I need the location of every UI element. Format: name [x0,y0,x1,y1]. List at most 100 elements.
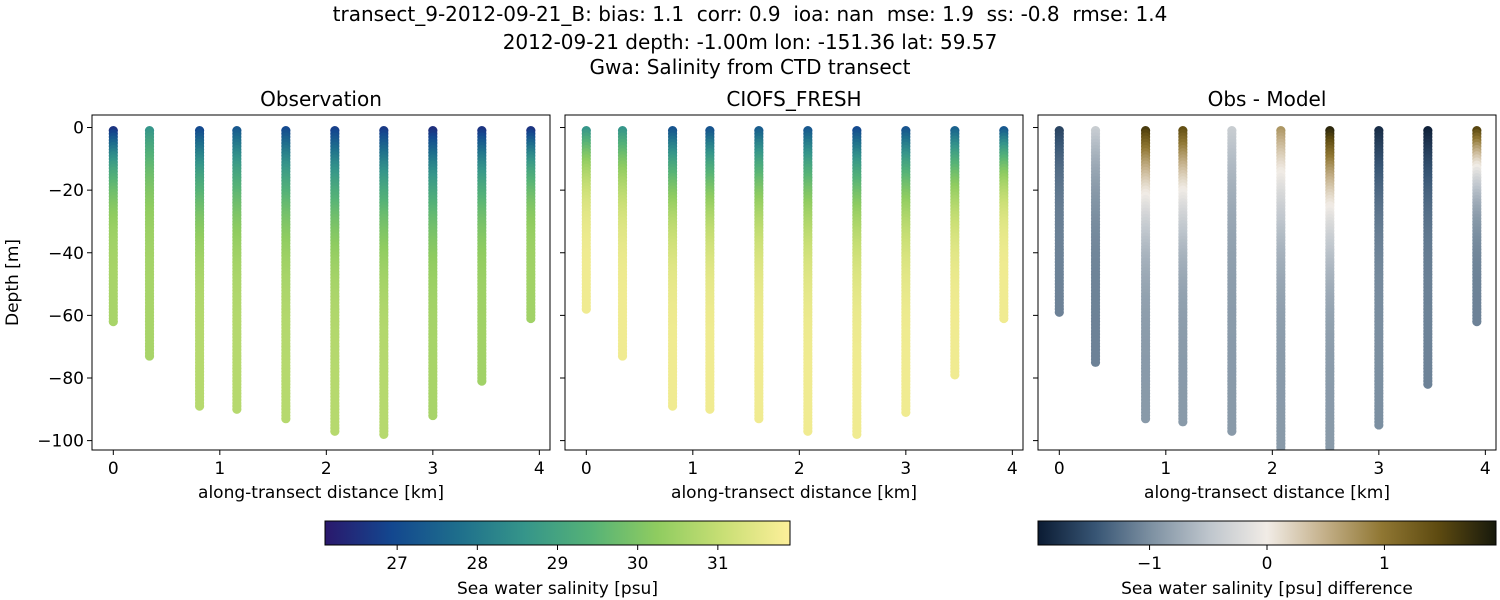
data-point [754,414,764,424]
station-9 [526,126,536,324]
station-5 [803,126,813,436]
y-tick-label: −20 [48,181,84,201]
station-2 [667,126,678,411]
x-tick-label: 3 [900,459,911,479]
station-1 [144,126,155,361]
colorbar-tick-label: 30 [627,554,649,574]
data-point [1276,445,1286,450]
station-3 [705,126,715,414]
data-point [330,426,340,436]
data-point [477,376,487,386]
y-tick-label: 0 [73,119,84,139]
y-tick-label: −100 [37,432,84,452]
panel-title: Obs - Model [1208,87,1327,111]
colorbar-tick-label: −1 [1137,554,1162,574]
colorbar-tick-label: 0 [1262,554,1273,574]
title-location-line: 2012-09-21 depth: -1.00m lon: -151.36 la… [502,30,998,54]
colorbar-1: −1 0 1 Sea water salinity [psu] difference [1037,520,1497,599]
station-3 [232,126,242,414]
station-1 [1090,126,1101,367]
x-tick-label: 2 [1267,459,1278,479]
x-tick-label: 4 [534,459,545,479]
colorbar-tick-label: 1 [1379,554,1390,574]
x-tick-label: 1 [687,459,698,479]
data-point [617,351,628,361]
data-point [526,313,536,324]
data-point [901,407,911,418]
station-2 [1140,126,1151,424]
station-9 [999,126,1009,324]
data-point [1140,414,1151,424]
y-tick-label: −80 [48,369,84,389]
data-point [108,317,118,327]
title-metrics-line: transect_9-2012-09-21_B: bias: 1.1 corr:… [332,2,1168,26]
station-6 [852,126,862,439]
data-point [1423,379,1433,389]
station-8 [950,126,960,380]
data-point [144,351,155,361]
x-tick-label: 1 [1160,459,1171,479]
x-tick-label: 0 [1054,459,1065,479]
title-dataset-line: Gwa: Salinity from CTD transect [589,55,911,79]
panel-title: CIOFS_FRESH [726,87,861,111]
colorbar-label: Sea water salinity [psu] difference [1121,579,1413,599]
station-8 [1423,126,1433,389]
colorbar-tick-label: 27 [386,554,408,574]
data-point [950,370,960,380]
station-7 [1374,126,1384,430]
panel-0: 0 1 2 3 4 0 −20 −40 −60 −80 −100 Observation along-t… [3,87,551,503]
station-6 [1325,126,1335,450]
colorbar-0: 27 28 29 30 31 Sea water salinity [psu] [324,520,791,599]
colorbar-gradient [324,520,791,546]
station-3 [1178,126,1188,427]
station-5 [330,126,340,436]
data-point [1054,307,1064,317]
data-point [232,404,242,414]
data-points [108,126,536,439]
y-tick-label: −40 [48,244,84,264]
station-7 [901,126,911,418]
panel-1: 0 1 2 3 4 CIOFS_FRESH along-transect distance … [560,87,1024,503]
data-point [803,426,813,436]
data-point [705,404,715,414]
panel-title: Observation [260,87,382,111]
colorbar-gradient [1037,520,1497,546]
data-point [1227,426,1237,436]
station-0 [1054,126,1064,317]
colorbar-tick-label: 31 [707,554,729,574]
y-axis-label: Depth [m] [3,239,23,326]
data-point [667,401,678,411]
data-point [1090,357,1101,367]
axes-frame [91,114,551,451]
x-axis-label: along-transect distance [km] [1144,483,1390,503]
data-point [379,429,389,439]
x-tick-label: 1 [214,459,225,479]
colorbar-tick-label: 29 [547,554,569,574]
x-tick-label: 4 [1007,459,1018,479]
data-points [581,126,1009,439]
x-tick-label: 0 [108,459,119,479]
x-tick-label: 2 [321,459,332,479]
station-5 [1276,126,1286,450]
x-axis-label: along-transect distance [km] [671,483,917,503]
colorbar-tick-label: 28 [467,554,489,574]
station-0 [581,126,591,314]
data-point [1178,417,1188,427]
x-axis-label: along-transect distance [km] [198,483,444,503]
data-point [1325,445,1335,450]
data-points [1054,126,1482,450]
station-4 [281,126,291,424]
data-point [581,304,591,314]
data-point [194,401,205,411]
x-tick-label: 2 [794,459,805,479]
station-0 [108,126,118,327]
axes-frame [1037,114,1497,451]
data-point [1472,317,1482,327]
colorbar-label: Sea water salinity [psu] [457,579,658,599]
axes-frame [564,114,1024,451]
station-7 [428,126,438,421]
y-tick-label: −60 [48,306,84,326]
x-tick-label: 3 [1373,459,1384,479]
data-point [281,414,291,424]
